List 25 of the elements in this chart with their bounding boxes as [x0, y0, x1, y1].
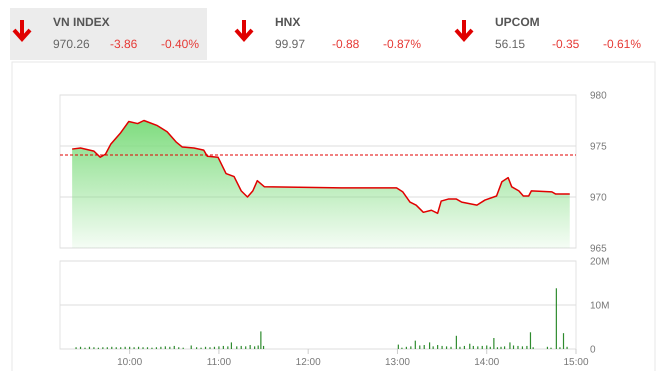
y-tick-label: 970 — [590, 192, 608, 204]
x-tick-label: 12:00 — [296, 357, 322, 368]
text: 970.26 — [53, 37, 90, 51]
x-tick-label: 10:00 — [117, 357, 143, 368]
text: HNX — [275, 15, 300, 29]
text: -0.61% — [602, 37, 642, 51]
y-tick-label: 20M — [590, 256, 610, 268]
text: -0.88 — [332, 37, 360, 51]
text: UPCOM — [495, 15, 540, 29]
text: -0.87% — [382, 37, 422, 51]
y-tick-label: 10M — [590, 300, 610, 312]
y-tick-label: 0 — [590, 344, 596, 356]
x-tick-label: 11:00 — [206, 357, 232, 368]
y-tick-label: 975 — [590, 142, 608, 152]
text: 56.15 — [495, 37, 526, 51]
text: 99.97 — [275, 37, 306, 51]
x-tick-label: 14:00 — [474, 357, 500, 368]
text: -3.86 — [110, 37, 138, 51]
y-tick-label: 980 — [590, 90, 608, 102]
x-tick-label: 13:00 — [384, 357, 410, 368]
text: VN INDEX — [53, 15, 110, 29]
text: -0.40% — [160, 37, 200, 51]
y-tick-label: 965 — [590, 244, 608, 254]
text: -0.35 — [552, 37, 580, 51]
x-tick-label: 15:00 — [563, 357, 589, 368]
